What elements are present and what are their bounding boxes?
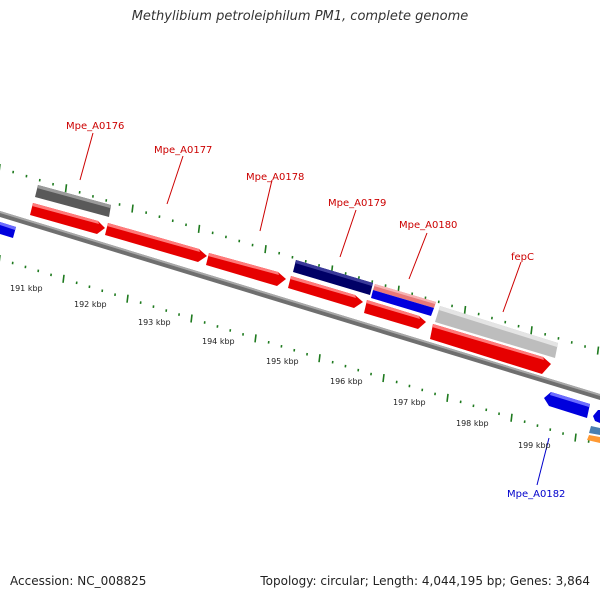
outer-tick-mark [131,204,134,213]
callout-lines-forward [79,132,522,313]
gene-feature-mpe-a0180-blue[interactable] [371,290,434,316]
kbp-label-191: 191 kbp [10,284,43,293]
callout-line-reverse [536,437,550,486]
kbp-label-199: 199 kbp [518,441,551,450]
genome-backbone [0,211,600,400]
gene-feature-mpe-a0177[interactable] [105,223,207,262]
inner-tick-mark [126,294,129,303]
gene-feature-right-edge-blue[interactable] [593,410,600,423]
inner-tick-mark [254,334,257,343]
gene-label-mpe-a0178[interactable]: Mpe_A0178 [246,172,304,183]
inner-tick-mark [382,373,385,383]
gene-feature-mpe-a0179[interactable] [288,276,363,308]
inner-tick-mark [574,433,577,442]
gene-label-mpe-a0179[interactable]: Mpe_A0179 [328,198,386,209]
gene-label-mpe-a0176[interactable]: Mpe_A0176 [66,121,124,132]
gene-feature-orange[interactable] [587,435,600,443]
outer-tick-mark [64,184,68,193]
kbp-label-198: 198 kbp [456,419,489,428]
gene-feature-mpe-a0176-top[interactable] [35,185,111,217]
gene-feature-steelblue[interactable] [589,426,600,435]
kbp-label-195: 195 kbp [266,357,299,366]
inner-tick-mark [318,354,321,363]
gene-feature-mpe-a0182[interactable] [544,392,590,418]
gene-label-mpe-a0180[interactable]: Mpe_A0180 [399,220,457,231]
inner-tick-mark [446,393,449,402]
map-title: Methylibium petroleiphilum PM1, complete… [131,9,469,24]
outer-tick-mark [530,326,533,335]
kbp-label-197: 197 kbp [393,398,426,407]
inner-tick-mark [190,314,193,323]
gene-label-mpe-a0177[interactable]: Mpe_A0177 [154,145,212,156]
outer-tick-mark [197,224,201,233]
outer-tick-ruler [0,164,600,355]
outer-tick-mark [463,305,467,315]
gene-feature-fepc[interactable] [430,324,551,374]
inner-tick-mark [62,274,65,283]
gene-feature-mpe-a0179-top[interactable] [293,260,373,295]
outer-tick-mark [264,245,267,254]
topology-text: Topology: circular; Length: 4,044,195 bp… [260,574,590,588]
kbp-label-193: 193 kbp [138,318,171,327]
gene-label-fepc[interactable]: fepC [511,252,534,263]
inner-tick-ruler [0,255,590,443]
gene-feature-mpe-a0180[interactable] [364,300,426,329]
kbp-label-194: 194 kbp [202,337,235,346]
outer-tick-mark [596,346,600,355]
reverse-gene-fragment-left[interactable] [0,222,16,238]
gene-feature-mpe-a0178[interactable] [206,253,286,286]
inner-tick-mark [510,413,513,422]
kbp-label-196: 196 kbp [330,377,363,386]
gene-feature-mpe-a0180-pink[interactable] [373,284,436,308]
gene-feature-mpe-a0176[interactable] [30,203,105,234]
gene-label-mpe-a0182[interactable]: Mpe_A0182 [507,489,565,500]
gene-feature-fepc-top[interactable] [435,306,558,358]
kbp-label-192: 192 kbp [74,300,107,309]
accession-text: Accession: NC_008825 [10,574,147,588]
